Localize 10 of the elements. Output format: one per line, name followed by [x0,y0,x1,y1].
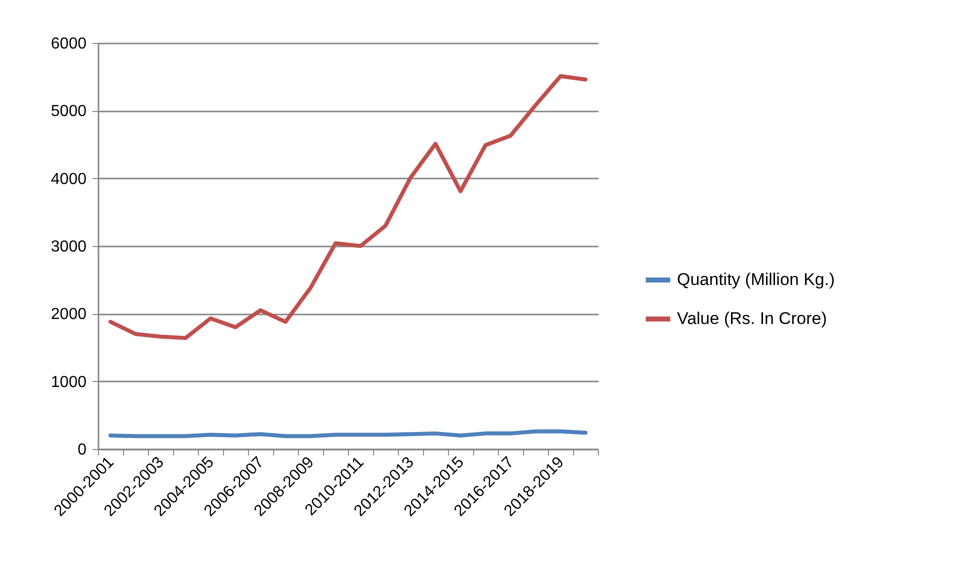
legend-label: Quantity (Million Kg.) [677,270,835,289]
line-series [108,74,588,340]
legend-label: Value (Rs. In Crore) [677,309,827,328]
y-tick-label: 0 [78,442,87,458]
y-tick-label: 1000 [50,374,87,391]
y-tick-label: 5000 [50,103,87,120]
y-tick-label: 3000 [50,238,87,256]
y-tick-label: 6000 [50,36,87,52]
y-tick-label: 4000 [50,170,87,188]
y-tick-label: 2000 [50,306,87,324]
